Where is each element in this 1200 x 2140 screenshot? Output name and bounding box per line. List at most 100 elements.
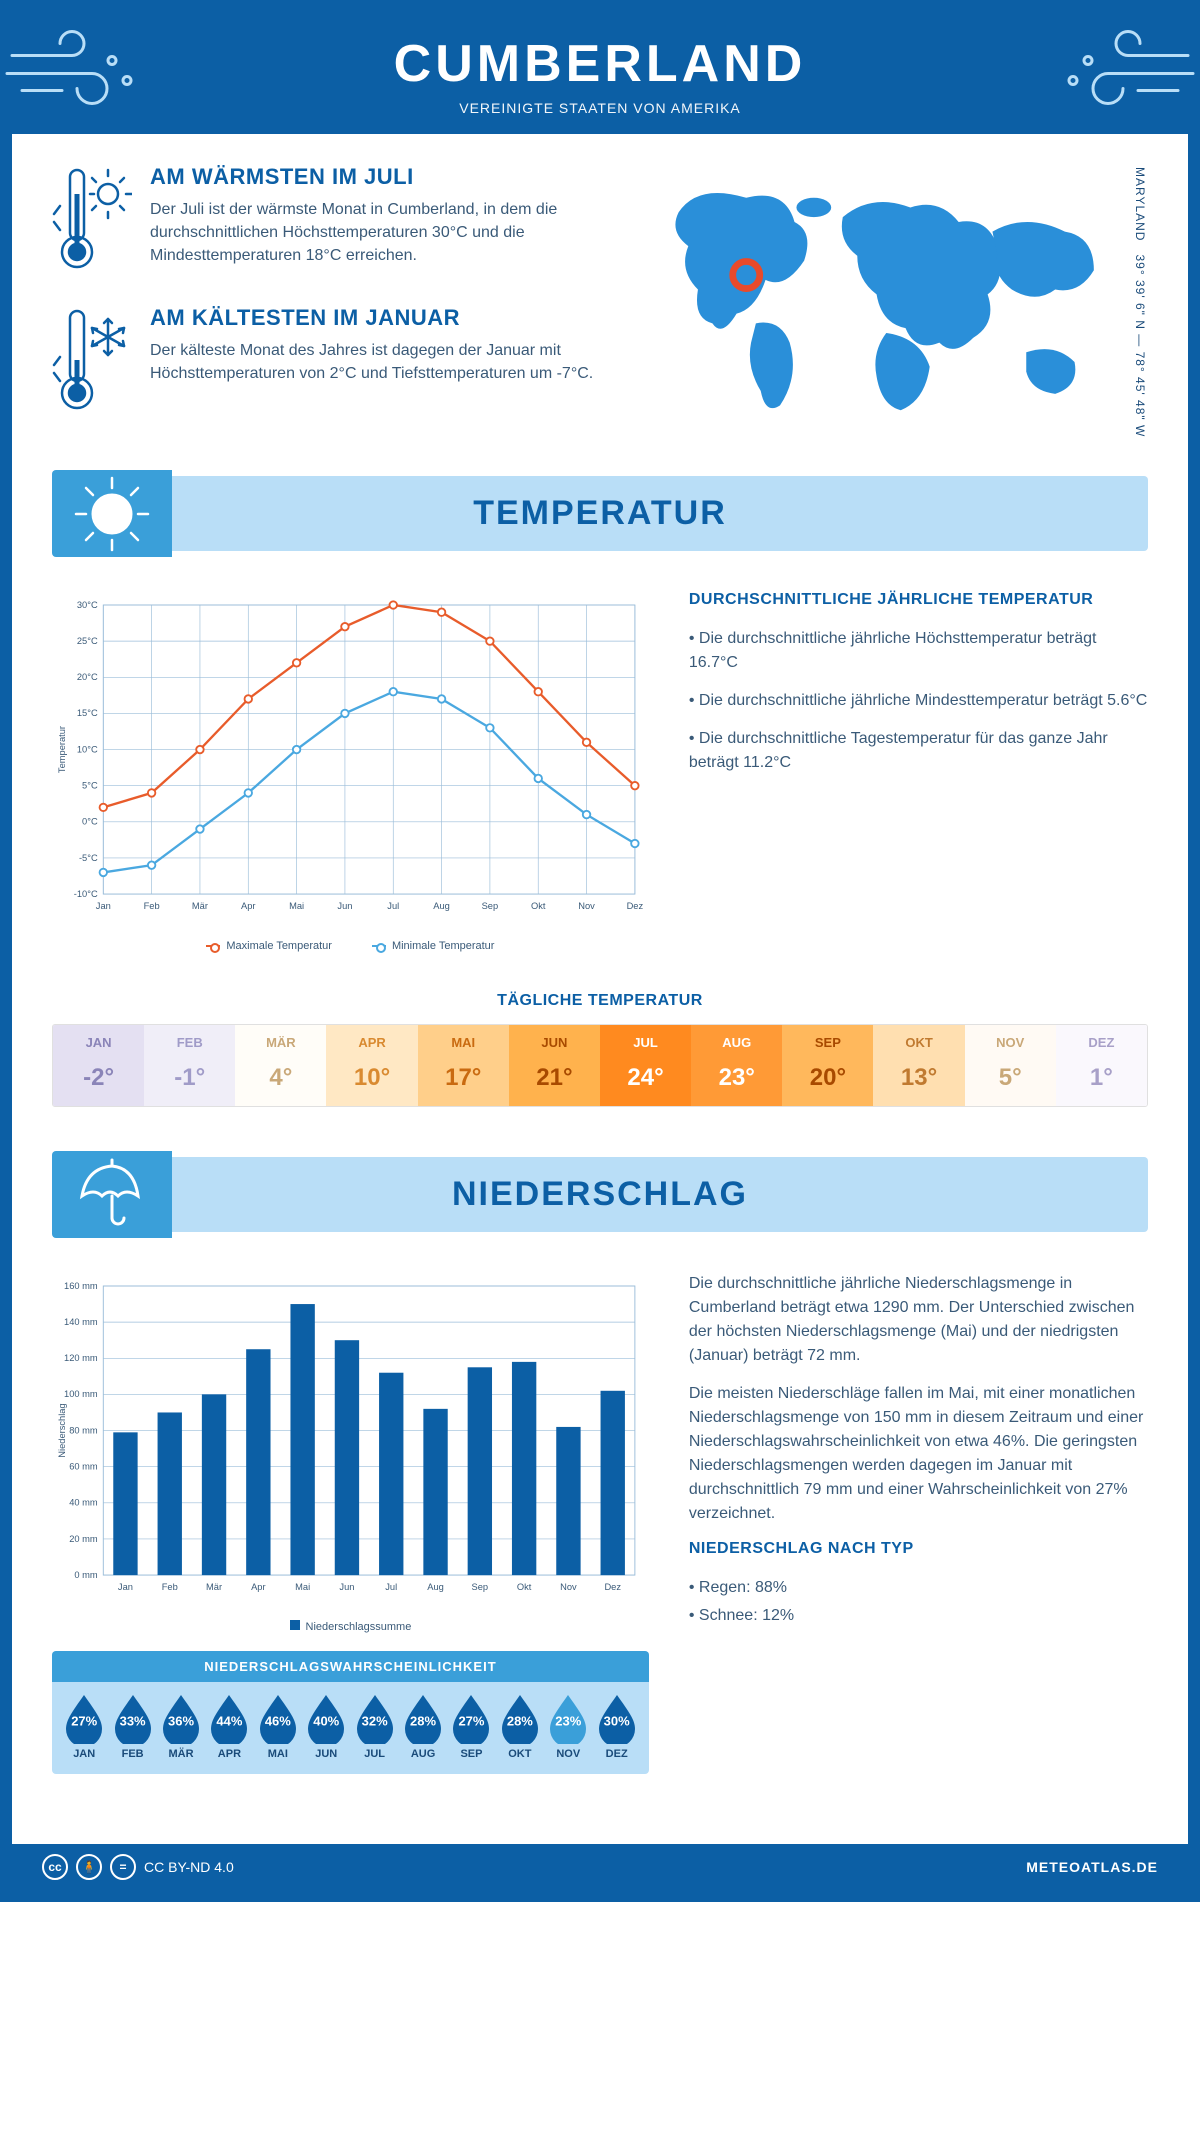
- svg-text:Mär: Mär: [192, 901, 208, 911]
- precip-snow: • Schnee: 12%: [689, 1604, 1148, 1628]
- license-text: CC BY-ND 4.0: [144, 1859, 234, 1875]
- svg-text:Mai: Mai: [289, 901, 304, 911]
- header-bar: CUMBERLAND VEREINIGTE STAATEN VON AMERIK…: [12, 12, 1188, 134]
- thermometer-cold-icon: [52, 305, 132, 420]
- precip-rain: • Regen: 88%: [689, 1576, 1148, 1600]
- temperature-legend: Maximale Temperatur Minimale Temperatur: [52, 940, 649, 952]
- daily-temp-table: JAN-2°FEB-1°MÄR4°APR10°MAI17°JUN21°JUL24…: [52, 1024, 1148, 1107]
- svg-text:Apr: Apr: [251, 1582, 266, 1592]
- fact-avg-high: • Die durchschnittliche jährliche Höchst…: [689, 627, 1148, 675]
- precip-para-2: Die meisten Niederschläge fallen im Mai,…: [689, 1382, 1148, 1526]
- precip-probability-panel: NIEDERSCHLAGSWAHRSCHEINLICHKEIT 27% JAN …: [52, 1651, 649, 1774]
- svg-text:60 mm: 60 mm: [69, 1461, 98, 1471]
- svg-text:10°C: 10°C: [77, 744, 98, 754]
- svg-text:Jun: Jun: [337, 901, 352, 911]
- temp-cell: FEB-1°: [144, 1025, 235, 1106]
- precip-drop: 23% NOV: [546, 1692, 590, 1760]
- precip-chart: 0 mm20 mm40 mm60 mm80 mm100 mm120 mm140 …: [52, 1272, 649, 1608]
- nd-icon: =: [110, 1854, 136, 1880]
- svg-text:120 mm: 120 mm: [64, 1353, 98, 1363]
- precip-drops-row: 27% JAN 33% FEB 36% MÄR 44% APR 46% MAI: [52, 1682, 649, 1760]
- svg-text:Nov: Nov: [560, 1582, 577, 1592]
- cc-icon: cc: [42, 1854, 68, 1880]
- world-map-icon: [640, 164, 1123, 439]
- sun-icon: [52, 470, 172, 557]
- svg-text:140 mm: 140 mm: [64, 1317, 98, 1327]
- svg-text:Niederschlag: Niederschlag: [57, 1403, 67, 1457]
- temp-cell: JUN21°: [509, 1025, 600, 1106]
- coldest-text: Der kälteste Monat des Jahres ist dagege…: [150, 339, 610, 385]
- svg-text:Okt: Okt: [531, 901, 546, 911]
- svg-text:-10°C: -10°C: [74, 889, 98, 899]
- precip-row: 0 mm20 mm40 mm60 mm80 mm100 mm120 mm140 …: [52, 1272, 1148, 1775]
- precip-drop: 28% OKT: [498, 1692, 542, 1760]
- svg-text:Okt: Okt: [517, 1582, 532, 1592]
- license-block: cc 🧍 = CC BY-ND 4.0: [42, 1854, 234, 1880]
- temp-cell: APR10°: [326, 1025, 417, 1106]
- latitude: 39° 39' 6" N: [1133, 254, 1147, 329]
- svg-text:Mai: Mai: [295, 1582, 310, 1592]
- infographic-page: CUMBERLAND VEREINIGTE STAATEN VON AMERIK…: [0, 0, 1200, 1902]
- svg-text:Aug: Aug: [433, 901, 450, 911]
- thermometer-hot-icon: [52, 164, 132, 279]
- svg-text:Feb: Feb: [162, 1582, 178, 1592]
- svg-text:-5°C: -5°C: [79, 853, 98, 863]
- precip-banner: NIEDERSCHLAG: [52, 1157, 1148, 1232]
- temp-cell: AUG23°: [691, 1025, 782, 1106]
- svg-text:100 mm: 100 mm: [64, 1389, 98, 1399]
- page-subtitle: VEREINIGTE STAATEN VON AMERIKA: [12, 100, 1188, 116]
- precip-type-title: NIEDERSCHLAG NACH TYP: [689, 1540, 1148, 1558]
- footer-bar: cc 🧍 = CC BY-ND 4.0 METEOATLAS.DE: [12, 1844, 1188, 1890]
- svg-text:Feb: Feb: [144, 901, 160, 911]
- precip-para-1: Die durchschnittliche jährliche Niedersc…: [689, 1272, 1148, 1368]
- warmest-text: Der Juli ist der wärmste Monat in Cumber…: [150, 198, 610, 268]
- svg-text:160 mm: 160 mm: [64, 1281, 98, 1291]
- umbrella-icon: [52, 1151, 172, 1238]
- svg-text:Jun: Jun: [339, 1582, 354, 1592]
- coldest-title: AM KÄLTESTEN IM JANUAR: [150, 305, 610, 331]
- precip-drop: 33% FEB: [110, 1692, 154, 1760]
- coordinates: MARYLAND 39° 39' 6" N — 78° 45' 48" W: [1131, 167, 1148, 437]
- svg-text:Jan: Jan: [118, 1582, 133, 1592]
- svg-text:25°C: 25°C: [77, 636, 98, 646]
- facts-title: DURCHSCHNITTLICHE JÄHRLICHE TEMPERATUR: [689, 591, 1148, 609]
- temp-cell: NOV5°: [965, 1025, 1056, 1106]
- svg-text:30°C: 30°C: [77, 600, 98, 610]
- daily-temp-title: TÄGLICHE TEMPERATUR: [52, 992, 1148, 1010]
- fact-avg-low: • Die durchschnittliche jährliche Mindes…: [689, 689, 1148, 713]
- precip-drop: 32% JUL: [352, 1692, 396, 1760]
- precip-drop: 27% JAN: [62, 1692, 106, 1760]
- temp-cell: SEP20°: [782, 1025, 873, 1106]
- svg-text:0 mm: 0 mm: [74, 1570, 98, 1580]
- state-label: MARYLAND: [1133, 167, 1147, 241]
- svg-text:Jul: Jul: [385, 1582, 397, 1592]
- temp-cell: MAI17°: [418, 1025, 509, 1106]
- fact-avg-daily: • Die durchschnittliche Tagestemperatur …: [689, 727, 1148, 775]
- precip-drop: 28% AUG: [401, 1692, 445, 1760]
- precip-chart-col: 0 mm20 mm40 mm60 mm80 mm100 mm120 mm140 …: [52, 1272, 649, 1775]
- by-icon: 🧍: [76, 1854, 102, 1880]
- svg-text:40 mm: 40 mm: [69, 1497, 98, 1507]
- page-title: CUMBERLAND: [12, 34, 1188, 94]
- precip-legend: Niederschlagssumme: [52, 1620, 649, 1633]
- temperature-banner: TEMPERATUR: [52, 476, 1148, 551]
- temp-cell: OKT13°: [873, 1025, 964, 1106]
- precip-prob-title: NIEDERSCHLAGSWAHRSCHEINLICHKEIT: [52, 1651, 649, 1682]
- site-name: METEOATLAS.DE: [1026, 1859, 1158, 1875]
- temperature-row: -10°C-5°C0°C5°C10°C15°C20°C25°C30°CJanFe…: [52, 591, 1148, 952]
- temp-cell: MÄR4°: [235, 1025, 326, 1106]
- svg-text:15°C: 15°C: [77, 708, 98, 718]
- svg-text:5°C: 5°C: [82, 780, 98, 790]
- svg-text:20 mm: 20 mm: [69, 1533, 98, 1543]
- svg-text:Jan: Jan: [96, 901, 111, 911]
- svg-text:Mär: Mär: [206, 1582, 222, 1592]
- temperature-heading: TEMPERATUR: [52, 494, 1148, 533]
- precip-drop: 30% DEZ: [594, 1692, 638, 1760]
- intro-row: AM WÄRMSTEN IM JULI Der Juli ist der wär…: [52, 164, 1148, 446]
- svg-text:Sep: Sep: [472, 1582, 489, 1592]
- svg-text:Jul: Jul: [387, 901, 399, 911]
- intro-facts: AM WÄRMSTEN IM JULI Der Juli ist der wär…: [52, 164, 610, 446]
- svg-text:Apr: Apr: [241, 901, 256, 911]
- svg-text:0°C: 0°C: [82, 817, 98, 827]
- temperature-chart: -10°C-5°C0°C5°C10°C15°C20°C25°C30°CJanFe…: [52, 591, 649, 952]
